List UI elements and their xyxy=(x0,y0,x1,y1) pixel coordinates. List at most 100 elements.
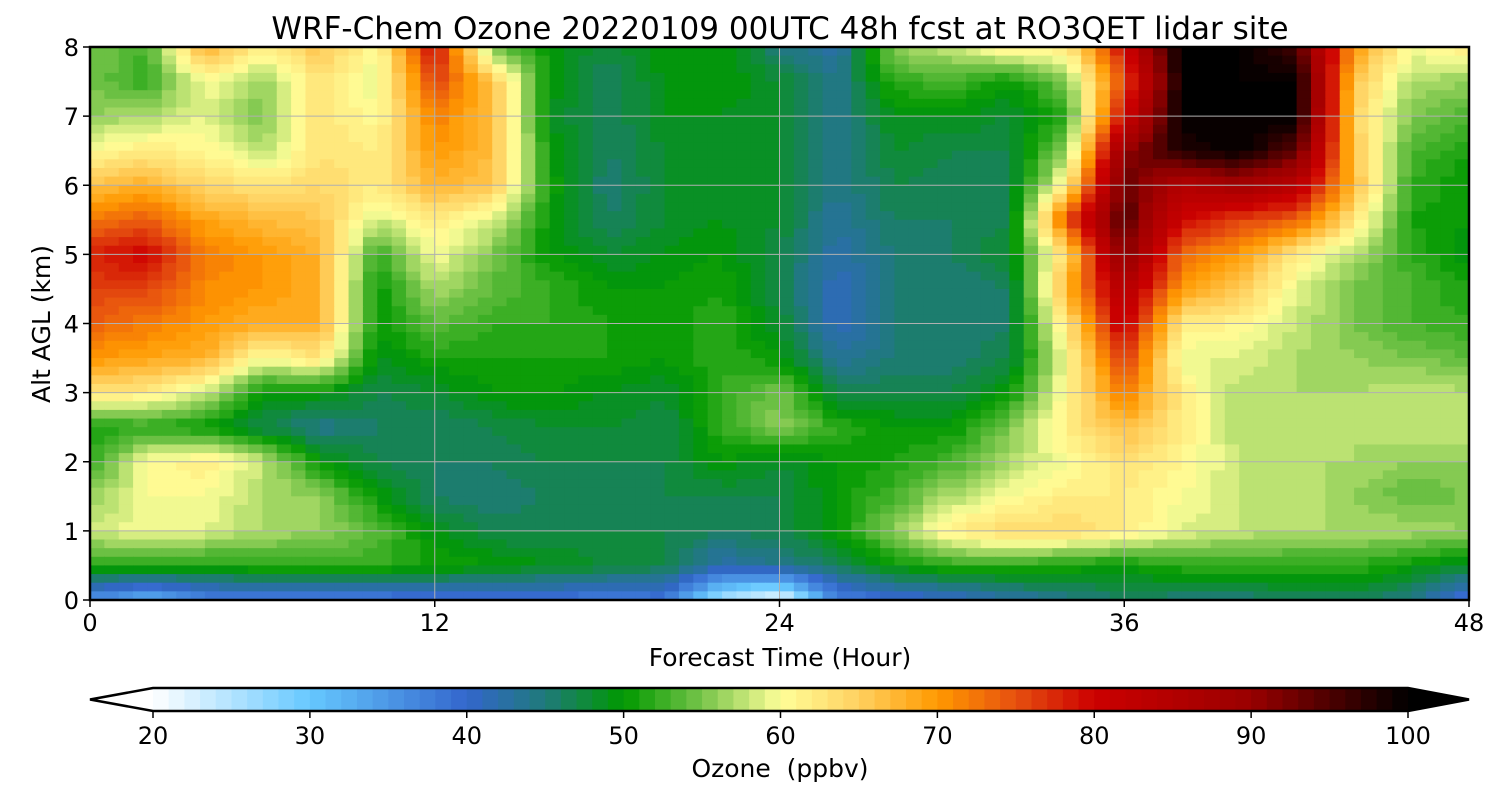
ozone-cell xyxy=(621,150,637,160)
ozone-cell xyxy=(1181,418,1197,428)
ozone-cell xyxy=(520,280,536,290)
ozone-cell xyxy=(1454,193,1470,204)
ozone-cell xyxy=(1354,340,1370,351)
ozone-cell xyxy=(549,116,565,126)
ozone-cell xyxy=(1354,314,1370,325)
ozone-cell xyxy=(808,81,824,91)
ozone-cell xyxy=(1124,263,1140,273)
ozone-cell xyxy=(951,349,967,359)
ozone-cell xyxy=(880,90,896,100)
ozone-cell xyxy=(836,314,852,325)
ozone-cell xyxy=(334,254,350,264)
ozone-cell xyxy=(664,90,680,100)
ozone-cell xyxy=(937,479,953,489)
ozone-cell xyxy=(90,401,105,411)
ozone-cell xyxy=(836,185,852,195)
ozone-cell xyxy=(836,470,852,480)
ozone-cell xyxy=(1023,254,1039,264)
ozone-cell xyxy=(592,297,608,307)
ozone-cell xyxy=(420,185,436,195)
ozone-cell xyxy=(894,176,910,186)
ozone-cell xyxy=(980,383,996,394)
ozone-cell xyxy=(1052,340,1068,351)
ozone-cell xyxy=(477,427,493,437)
ozone-cell xyxy=(1282,375,1298,385)
ozone-cell xyxy=(578,150,594,160)
ozone-cell xyxy=(1038,487,1054,497)
ozone-cell xyxy=(549,176,565,186)
ozone-cell xyxy=(133,81,149,91)
ozone-cell xyxy=(693,306,709,316)
ozone-cell xyxy=(104,107,120,117)
ozone-cell xyxy=(161,306,177,316)
ozone-cell xyxy=(607,427,623,437)
ozone-cell xyxy=(1296,47,1312,57)
ozone-cell xyxy=(621,392,637,402)
ozone-cell xyxy=(477,271,493,281)
ozone-cell xyxy=(793,409,809,420)
ozone-cell xyxy=(808,254,824,264)
ozone-cell xyxy=(564,340,579,351)
ozone-cell xyxy=(951,435,967,446)
ozone-cell xyxy=(291,90,307,100)
ozone-cell xyxy=(463,90,479,100)
ozone-cell xyxy=(1224,375,1240,385)
ozone-cell xyxy=(391,167,407,178)
ozone-cell xyxy=(750,280,766,290)
ozone-cell xyxy=(535,461,551,471)
ozone-cell xyxy=(994,90,1010,100)
ozone-cell xyxy=(1167,142,1183,152)
ozone-cell xyxy=(1109,461,1125,471)
ozone-cell xyxy=(535,288,551,299)
ozone-cell xyxy=(578,444,594,454)
ozone-cell xyxy=(133,245,149,255)
ozone-cell xyxy=(693,193,709,204)
ozone-cell xyxy=(291,271,307,281)
ozone-cell xyxy=(1411,323,1427,333)
ozone-cell xyxy=(1066,116,1082,126)
ozone-cell xyxy=(104,470,120,480)
ozone-cell xyxy=(564,288,579,299)
ozone-cell xyxy=(391,202,407,212)
ozone-cell xyxy=(1425,142,1441,152)
ozone-cell xyxy=(1124,323,1140,333)
ozone-cell xyxy=(923,133,939,143)
ozone-cell xyxy=(291,418,307,428)
ozone-cell xyxy=(1296,479,1312,489)
ozone-cell xyxy=(190,193,206,204)
ozone-cell xyxy=(104,47,120,57)
ozone-cell xyxy=(836,340,852,351)
ozone-cell xyxy=(1052,81,1068,91)
ozone-cell xyxy=(621,116,637,126)
ozone-cell xyxy=(1095,176,1111,186)
ozone-cell xyxy=(319,358,335,368)
ozone-cell xyxy=(391,116,407,126)
ozone-cell xyxy=(1425,427,1441,437)
ozone-cell xyxy=(549,263,565,273)
ozone-cell xyxy=(980,479,996,489)
ozone-cell xyxy=(980,245,996,255)
ozone-cell xyxy=(980,81,996,91)
ozone-cell xyxy=(118,280,134,290)
ozone-cell xyxy=(1368,323,1384,333)
ozone-cell xyxy=(1066,323,1082,333)
ozone-cell xyxy=(133,427,149,437)
ozone-cell xyxy=(980,418,996,428)
ozone-cell xyxy=(477,116,493,126)
ozone-cell xyxy=(1167,245,1183,255)
ozone-cell xyxy=(248,98,263,109)
ozone-cell xyxy=(1310,444,1326,454)
ozone-cell xyxy=(1081,202,1097,212)
ozone-cell xyxy=(535,383,551,394)
ozone-cell xyxy=(1023,55,1039,65)
ozone-cell xyxy=(966,427,982,437)
ozone-cell xyxy=(1181,487,1197,497)
ozone-cell xyxy=(535,193,551,204)
ozone-cell xyxy=(262,254,278,264)
ozone-cell xyxy=(621,332,637,342)
ozone-cell xyxy=(1196,427,1212,437)
ozone-cell xyxy=(894,375,910,385)
ozone-cell xyxy=(607,461,623,471)
ozone-cell xyxy=(276,176,292,186)
ozone-cell xyxy=(362,64,378,74)
